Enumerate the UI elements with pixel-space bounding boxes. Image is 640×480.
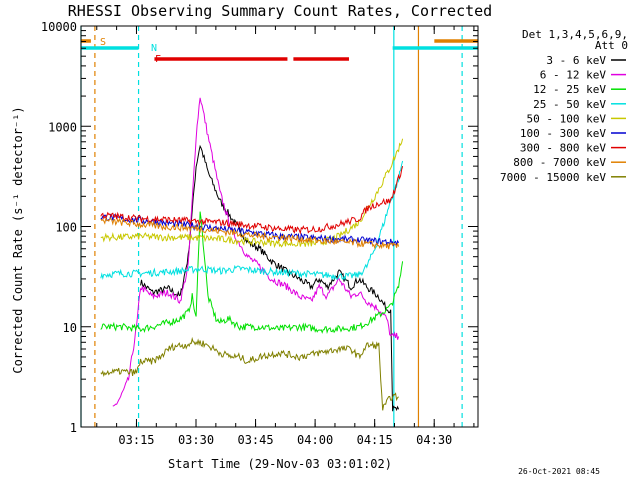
series-line-8 — [100, 217, 400, 250]
legend-label-3: 12 - 25 keV — [533, 83, 606, 96]
series-line-7 — [100, 165, 404, 235]
legend-label-2: 6 - 12 keV — [540, 69, 607, 82]
y-tick-label-1: 1 — [70, 421, 77, 435]
x-tick-label-4: 04:00 — [297, 433, 333, 447]
legend-label-4: 25 - 50 keV — [533, 98, 606, 111]
legend: Det 1,3,4,5,6,9,Att 0 3 - 6 keV 6 - 12 keV… — [500, 28, 628, 184]
y-tick-label-2: 10 — [63, 321, 77, 335]
plot-area: S NF — [80, 26, 478, 427]
legend-label-6: 100 - 300 keV — [520, 127, 606, 140]
series-line-2 — [112, 97, 400, 407]
timestamp: 26-Oct-2021 08:45 — [518, 467, 600, 476]
y-tick-label-4: 1000 — [48, 120, 77, 134]
flag-label-s: S — [100, 37, 106, 48]
flag-label-f: F — [155, 54, 161, 65]
series-line-3 — [100, 211, 404, 334]
series-line-4 — [100, 160, 404, 281]
legend-label-7: 300 - 800 keV — [520, 142, 606, 155]
flag-label-n: N — [151, 43, 157, 54]
y-tick-label-5: 10000 — [41, 20, 77, 34]
legend-label-8: 800 - 7000 keV — [513, 156, 606, 169]
x-tick-label-3: 03:45 — [237, 433, 273, 447]
legend-header-2: Att 0 — [595, 39, 628, 52]
legend-label-9: 7000 - 15000 keV — [500, 171, 606, 184]
axes: 03:15 03:30 03:45 04:00 04:15 04:30 1 10 100 1000… — [41, 20, 478, 447]
series-line-5 — [100, 138, 404, 249]
x-tick-label-1: 03:15 — [118, 433, 154, 447]
y-axis-label: Corrected Count Rate (s⁻¹ detector⁻¹) — [11, 106, 25, 373]
x-tick-label-5: 04:15 — [357, 433, 393, 447]
chart-title: RHESSI Observing Summary Count Rates, Co… — [68, 2, 492, 20]
series-line-9 — [100, 336, 399, 411]
legend-label-1: 3 - 6 keV — [546, 54, 606, 67]
x-tick-label-2: 03:30 — [178, 433, 214, 447]
legend-header-1: Det 1,3,4,5,6,9, — [522, 28, 628, 41]
series-line-1 — [140, 144, 400, 412]
x-tick-label-6: 04:30 — [416, 433, 452, 447]
x-axis-label: Start Time (29-Nov-03 03:01:02) — [168, 457, 392, 471]
y-tick-label-3: 100 — [55, 221, 77, 235]
legend-label-5: 50 - 100 keV — [527, 112, 607, 125]
